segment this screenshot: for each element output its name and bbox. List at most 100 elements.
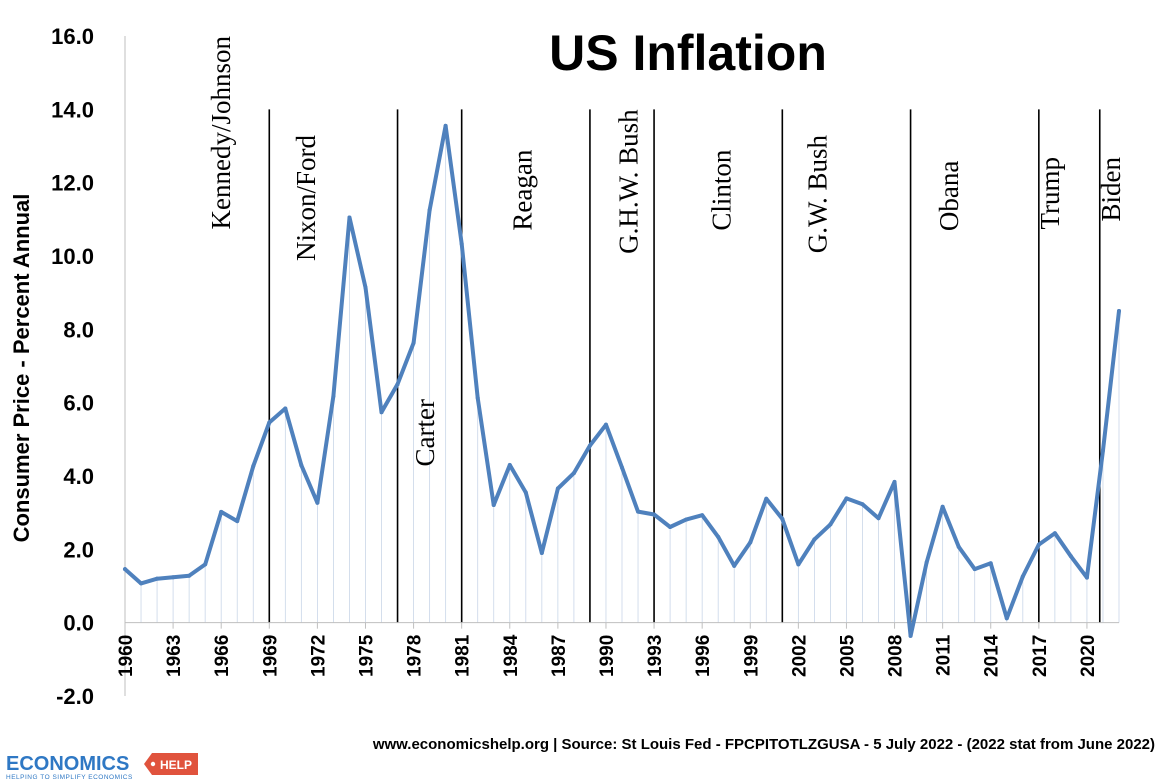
x-tick-label: 2020 bbox=[1078, 635, 1099, 677]
data-point-1992 bbox=[636, 509, 641, 514]
data-point-1966 bbox=[219, 509, 224, 514]
data-point-2019 bbox=[1068, 554, 1073, 559]
data-point-1969 bbox=[267, 420, 272, 425]
data-point-1977 bbox=[395, 382, 400, 387]
x-tick-label: 1966 bbox=[212, 635, 233, 677]
data-point-2006 bbox=[860, 502, 865, 507]
x-tick-label: 1996 bbox=[693, 635, 714, 677]
data-point-1990 bbox=[603, 422, 608, 427]
data-point-2004 bbox=[828, 522, 833, 527]
data-point-2015 bbox=[1004, 616, 1009, 621]
chart-title: US Inflation bbox=[549, 25, 827, 81]
data-point-1962 bbox=[155, 576, 160, 581]
inflation-series bbox=[123, 123, 1121, 638]
era-label: Obana bbox=[934, 161, 964, 231]
y-tick-label: 8.0 bbox=[63, 317, 94, 342]
data-point-1986 bbox=[539, 551, 544, 555]
data-point-1964 bbox=[187, 573, 192, 578]
y-tick-label: 2.0 bbox=[63, 537, 94, 562]
presidency-dividers bbox=[268, 109, 1101, 623]
x-tick-label: 1993 bbox=[645, 635, 666, 677]
data-point-2013 bbox=[972, 567, 977, 572]
data-point-2017 bbox=[1036, 542, 1041, 547]
data-point-1989 bbox=[587, 443, 592, 448]
data-point-2002 bbox=[796, 562, 801, 567]
data-point-1983 bbox=[491, 502, 496, 507]
y-tick-label: 16.0 bbox=[51, 24, 94, 49]
y-tick-label: 14.0 bbox=[51, 97, 94, 122]
x-tick-label: 1999 bbox=[741, 635, 762, 677]
x-tick-label: 2008 bbox=[886, 635, 907, 677]
data-point-1997 bbox=[716, 534, 721, 539]
data-point-1998 bbox=[732, 563, 737, 568]
y-tick-label: 10.0 bbox=[51, 244, 94, 269]
y-tick-label: 12.0 bbox=[51, 171, 94, 196]
era-label: Reagan bbox=[508, 149, 538, 230]
data-point-1965 bbox=[203, 562, 208, 567]
y-tick-labels: 16.0 14.0 12.0 10.0 8.0 6.0 4.0 2.0 0.0 -2.0 bbox=[51, 24, 94, 709]
data-point-1988 bbox=[571, 471, 576, 476]
era-label: Trump bbox=[1035, 157, 1065, 230]
logo-subtitle: HELPING TO SIMPLIFY ECONOMICS bbox=[6, 774, 133, 781]
source-note: www.economicshelp.org | Source: St Louis… bbox=[372, 736, 1155, 753]
x-tick-label: 1981 bbox=[453, 634, 474, 677]
data-point-1961 bbox=[139, 581, 144, 586]
logo-tag-hole bbox=[150, 761, 156, 767]
data-point-2010 bbox=[924, 560, 929, 565]
x-tick-label: 1975 bbox=[356, 634, 377, 677]
era-label: G.W. Bush bbox=[803, 135, 833, 254]
data-point-1995 bbox=[684, 517, 689, 522]
x-tick-label: 2011 bbox=[934, 634, 955, 676]
era-label: Biden bbox=[1096, 157, 1126, 222]
x-tick-labels: 1960 1963 1966 1969 1972 1975 1978 1981 1984 1987… bbox=[116, 634, 1099, 677]
data-point-1984 bbox=[507, 463, 512, 467]
x-tick-label: 1978 bbox=[405, 635, 426, 677]
data-point-1981 bbox=[459, 241, 464, 246]
data-point-2021 bbox=[1100, 448, 1105, 453]
data-point-2018 bbox=[1052, 531, 1057, 536]
data-point-1960 bbox=[123, 567, 127, 572]
data-point-1972 bbox=[315, 500, 320, 505]
data-point-1982 bbox=[475, 395, 480, 400]
y-tick-label: 0.0 bbox=[63, 611, 94, 636]
data-point-1971 bbox=[299, 463, 304, 468]
axes bbox=[124, 36, 1119, 696]
data-point-1980 bbox=[443, 123, 448, 128]
y-tick-label: 4.0 bbox=[63, 464, 94, 489]
data-point-1973 bbox=[331, 394, 336, 399]
data-point-2011 bbox=[940, 504, 945, 509]
data-point-2012 bbox=[956, 544, 961, 549]
data-point-2014 bbox=[988, 561, 993, 566]
data-point-1999 bbox=[748, 540, 753, 545]
data-point-1975 bbox=[363, 285, 368, 290]
data-point-1996 bbox=[700, 513, 705, 518]
data-point-1985 bbox=[523, 490, 528, 495]
data-point-2007 bbox=[876, 516, 881, 521]
y-tick-label: -2.0 bbox=[56, 684, 94, 709]
y-tick-label: 6.0 bbox=[63, 391, 94, 416]
x-tick-label: 2002 bbox=[789, 635, 810, 677]
data-point-1974 bbox=[347, 215, 352, 220]
y-axis-label: Consumer Price - Percent Annual bbox=[9, 194, 34, 543]
x-tick-label: 1984 bbox=[501, 634, 522, 677]
x-tick-label: 2017 bbox=[1030, 635, 1051, 677]
data-point-1994 bbox=[668, 524, 673, 529]
x-tick-label: 2005 bbox=[837, 634, 858, 677]
data-point-1993 bbox=[652, 512, 657, 517]
logo-tag-text: HELP bbox=[160, 758, 192, 772]
data-point-1978 bbox=[411, 340, 416, 345]
data-point-1976 bbox=[379, 410, 384, 415]
era-label: G.H.W. Bush bbox=[613, 109, 643, 254]
x-tick-label: 1969 bbox=[260, 635, 281, 677]
era-label: Nixon/Ford bbox=[291, 135, 321, 262]
presidency-labels: Kennedy/Johnson Nixon/Ford Carter Reagan G.H… bbox=[206, 36, 1126, 467]
data-point-2001 bbox=[780, 516, 785, 521]
data-point-1979 bbox=[427, 208, 432, 213]
data-point-2016 bbox=[1020, 574, 1025, 579]
logo-tag-shape bbox=[144, 753, 198, 775]
x-tick-label: 1963 bbox=[164, 635, 185, 677]
x-tick-label: 1990 bbox=[597, 635, 618, 677]
economics-help-logo: ECONOMICS HELP HELPING TO SIMPLIFY ECONO… bbox=[6, 753, 198, 781]
x-tick-label: 1960 bbox=[116, 635, 137, 677]
